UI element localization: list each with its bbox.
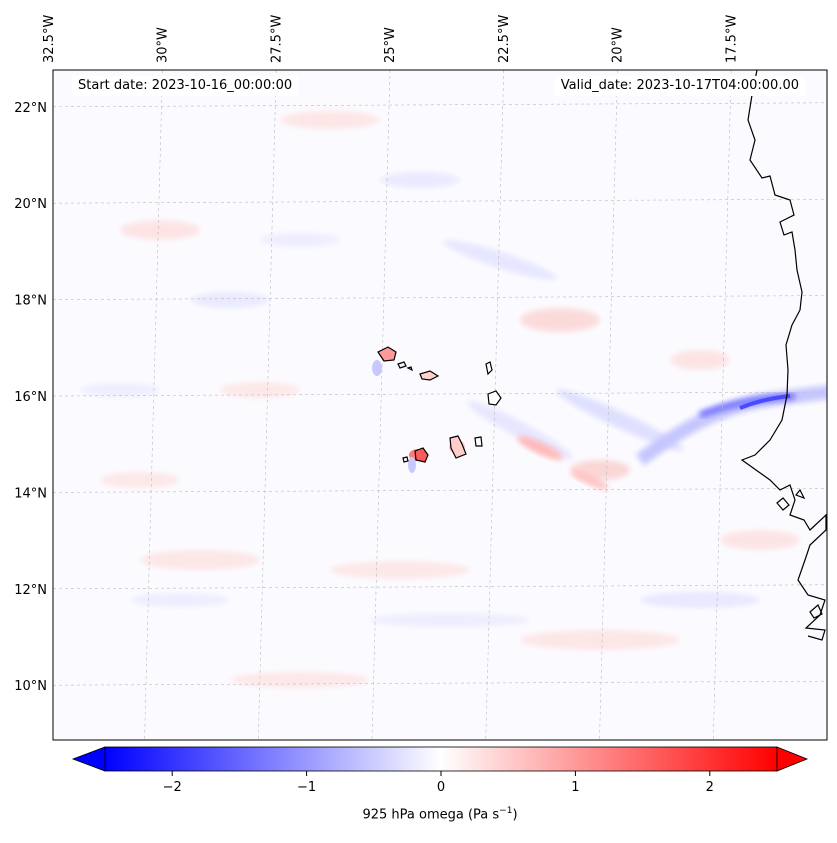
colorbar-extend-high (776, 746, 809, 772)
latitude-tick-label: 16°N (14, 390, 47, 405)
colorbar-label: 925 hPa omega (Pa s−1) (0, 806, 837, 822)
colorbar: −2 −1 0 1 2 (71, 746, 809, 795)
latitude-tick-label: 12°N (14, 583, 47, 598)
longitude-tick-label: 22.5°W (497, 15, 512, 63)
meridian-gridline (485, 70, 505, 740)
colorbar-tick-label: 2 (706, 780, 714, 795)
longitude-tick-label: 27.5°W (269, 15, 284, 63)
meridian-gridline (599, 70, 618, 740)
coastline (740, 70, 827, 641)
omega-field (31, 70, 827, 740)
latitude-tick-label: 10°N (14, 679, 47, 694)
colorbar-extend-low (71, 746, 106, 772)
colorbar-label-text: 925 hPa omega (Pa s (362, 807, 500, 823)
colorbar-label-unit-exponent: −1 (499, 806, 513, 816)
valid-date-label: Valid_date: 2023-10-17T04:00:00.00 (554, 76, 805, 96)
colorbar-tick-label: −2 (163, 780, 182, 795)
longitude-labels: 32.5°W 30°W 27.5°W 25°W 22.5°W 20°W 17.5°W (42, 15, 740, 63)
latitude-tick-label: 14°N (14, 486, 47, 501)
longitude-tick-label: 17.5°W (724, 15, 739, 63)
longitude-tick-label: 20°W (611, 27, 626, 63)
map-frame (52, 69, 828, 741)
latitude-tick-label: 20°N (14, 197, 47, 212)
latitude-labels: 22°N 20°N 18°N 16°N 14°N 12°N 10°N (14, 101, 47, 694)
latitude-tick-label: 18°N (14, 294, 47, 309)
longitude-tick-label: 32.5°W (42, 15, 57, 63)
meridian-gridline (144, 70, 163, 740)
gridlines (31, 70, 827, 740)
colorbar-label-close: ) (512, 807, 518, 823)
meridian-gridline (31, 70, 49, 740)
colorbar-ticks: −2 −1 0 1 2 (163, 771, 714, 795)
start-date-label: Start date: 2023-10-16_00:00:00 (72, 76, 299, 96)
colorbar-tick-label: −1 (297, 780, 316, 795)
colorbar-bar (104, 746, 778, 772)
colorbar-tick-label: 1 (571, 780, 579, 795)
meridian-gridline (712, 70, 732, 740)
meridian-gridline (257, 70, 277, 740)
meridian-gridline (371, 70, 391, 740)
latitude-tick-label: 22°N (14, 101, 47, 116)
colorbar-tick-label: 0 (437, 780, 445, 795)
longitude-tick-label: 25°W (383, 27, 398, 63)
islands (377, 346, 502, 463)
longitude-tick-label: 30°W (156, 27, 171, 63)
